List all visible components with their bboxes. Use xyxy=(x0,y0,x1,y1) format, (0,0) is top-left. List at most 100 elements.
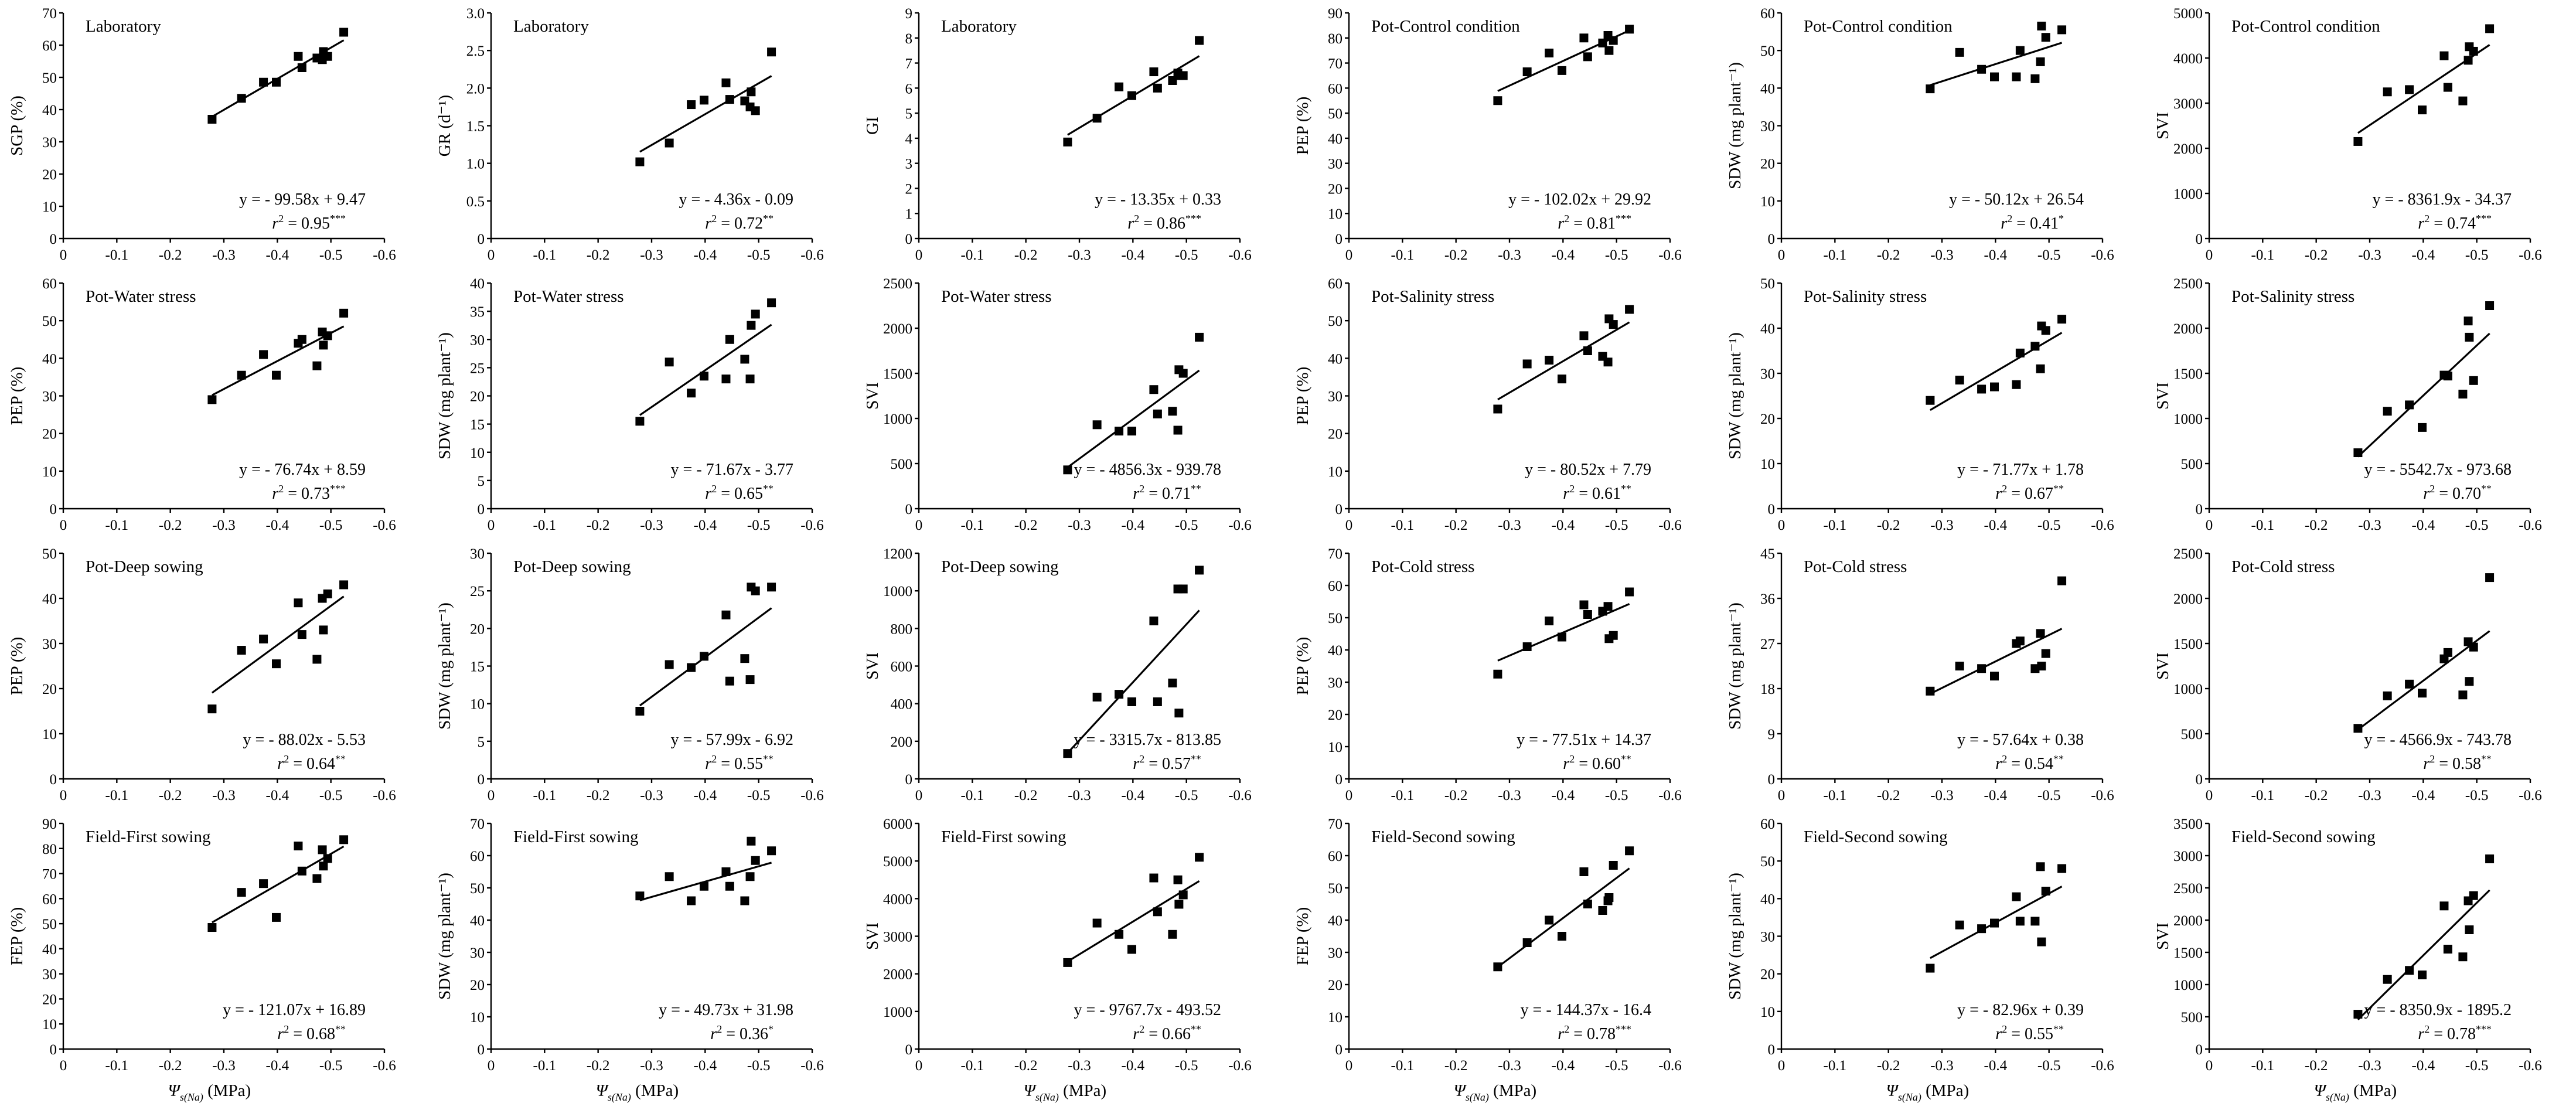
data-point xyxy=(1522,938,1532,947)
data-point xyxy=(2405,679,2414,689)
x-tick-label: -0.5 xyxy=(747,247,771,263)
y-tick-label: 50 xyxy=(470,881,485,897)
y-tick-label: 1200 xyxy=(883,546,912,562)
y-tick-label: 4000 xyxy=(883,891,912,907)
panel-2-2: 0 5 10 15 20 25 30 35 40 0 -0.1 -0.2 -0.3 -0.4 -0.5 -0.… xyxy=(435,276,824,533)
data-point xyxy=(2030,74,2040,83)
y-tick-label: 60 xyxy=(1328,81,1342,97)
y-tick-label: 15 xyxy=(470,417,485,433)
y-tick-label: 0 xyxy=(1335,1042,1343,1058)
data-point xyxy=(297,866,306,876)
x-tick-label: -0.3 xyxy=(2358,247,2381,263)
data-point xyxy=(1115,929,1124,939)
data-point xyxy=(1579,331,1589,341)
data-point xyxy=(2057,576,2067,585)
data-point xyxy=(1926,963,1935,973)
data-point xyxy=(635,417,645,426)
x-tick-label: -0.2 xyxy=(1014,517,1038,533)
panel-title: Pot-Control condition xyxy=(1371,17,1520,36)
y-tick-label: 90 xyxy=(42,816,57,832)
x-tick-label: -0.3 xyxy=(640,1058,663,1074)
data-point xyxy=(725,676,734,686)
data-point xyxy=(751,106,760,115)
x-tick-label: 0 xyxy=(60,1058,67,1074)
y-axis-label: SVI xyxy=(863,922,882,950)
data-point xyxy=(2463,316,2473,326)
regression-equation: y = - 4856.3x - 939.78 xyxy=(1074,461,1221,479)
y-tick-label: 0 xyxy=(2196,231,2203,247)
y-tick-label: 2500 xyxy=(2173,546,2203,562)
panel-title: Pot-Control condition xyxy=(2231,17,2380,36)
x-tick-label: -0.4 xyxy=(2412,517,2435,533)
data-point xyxy=(319,625,328,635)
regression-equation: y = - 99.58x + 9.47 xyxy=(239,190,366,209)
x-tick-label: -0.3 xyxy=(1068,1058,1091,1074)
data-point xyxy=(2443,83,2452,92)
r-squared-label: r2 = 0.73*** xyxy=(272,483,346,503)
data-point xyxy=(1545,48,1554,57)
data-point xyxy=(1609,861,1618,870)
data-point xyxy=(721,78,731,87)
y-tick-label: 50 xyxy=(42,70,57,86)
data-point xyxy=(747,87,756,97)
data-point xyxy=(2036,862,2045,871)
x-tick-label: 0 xyxy=(488,1058,495,1074)
panel-title: Pot-Salinity stress xyxy=(1804,287,1927,306)
y-tick-label: 2000 xyxy=(883,321,912,337)
x-tick-label: -0.6 xyxy=(373,788,396,803)
x-tick-label: -0.2 xyxy=(159,1058,182,1074)
x-tick-label: -0.2 xyxy=(2305,517,2328,533)
data-point xyxy=(687,100,696,110)
x-tick-label: 0 xyxy=(1345,788,1353,803)
data-point xyxy=(1598,38,1607,47)
data-point xyxy=(319,341,328,350)
data-point xyxy=(1092,918,1102,928)
panel-3-5: 0 9 18 27 36 45 0 -0.1 -0.2 -0.3 -0.4 -0.5 -0.6 Pot-C… xyxy=(1726,546,2114,803)
x-tick-label: -0.4 xyxy=(2412,247,2435,263)
y-tick-label: 30 xyxy=(1328,156,1342,172)
data-point xyxy=(312,655,322,664)
data-point xyxy=(2015,348,2025,357)
panel-4-5: 0 10 20 30 40 50 60 0 -0.1 -0.2 -0.3 -0.4 -0.5 -0.6 Fi… xyxy=(1726,816,2114,1104)
data-point xyxy=(294,842,303,850)
data-point xyxy=(1977,64,1986,74)
data-point xyxy=(2469,891,2478,900)
panel-title: Laboratory xyxy=(941,17,1017,36)
y-tick-label: 0 xyxy=(2196,502,2203,517)
y-tick-label: 0 xyxy=(1335,772,1343,788)
data-point xyxy=(1926,84,1935,94)
data-point xyxy=(2458,96,2468,105)
y-tick-label: 20 xyxy=(1760,411,1775,427)
x-tick-label: 0 xyxy=(1778,247,1786,263)
regression-line xyxy=(211,595,345,694)
y-axis-label: GI xyxy=(863,117,882,135)
y-tick-label: 35 xyxy=(470,304,485,320)
y-axis-label: FEP (%) xyxy=(1293,907,1312,966)
data-point xyxy=(1092,420,1102,430)
r-squared-label: r2 = 0.54** xyxy=(1995,753,2064,773)
data-point xyxy=(767,298,776,308)
x-tick-label: -0.1 xyxy=(533,247,557,263)
y-tick-label: 3.0 xyxy=(466,6,485,22)
x-tick-label: -0.6 xyxy=(1658,1058,1682,1074)
panel-title: Field-First sowing xyxy=(86,828,211,846)
data-point xyxy=(2418,105,2427,115)
data-point xyxy=(259,350,268,359)
y-tick-label: 2000 xyxy=(2173,913,2203,929)
data-point xyxy=(1926,686,1935,696)
data-point xyxy=(751,309,760,319)
x-tick-label: 0 xyxy=(915,517,923,533)
regression-equation: y = - 3315.7x - 813.85 xyxy=(1074,731,1221,749)
x-tick-label: -0.1 xyxy=(2251,1058,2275,1074)
regression-equation: y = - 76.74x + 8.59 xyxy=(239,461,366,479)
y-tick-label: 50 xyxy=(42,546,57,562)
r-squared-label: r2 = 0.55** xyxy=(705,753,774,773)
panel-1-2: 0 0.5 1.0 1.5 2.0 2.5 3.0 0 -0.1 -0.2 -0.3 -0.4 -0.5… xyxy=(435,6,824,263)
panel-title: Field-Second sowing xyxy=(1804,828,1948,846)
y-axis-label: SDW (mg plant⁻¹) xyxy=(1726,62,1744,189)
data-point xyxy=(725,95,734,104)
x-tick-label: -0.3 xyxy=(1068,517,1091,533)
data-point xyxy=(2353,137,2363,146)
x-tick-label: -0.3 xyxy=(1930,247,1954,263)
y-tick-label: 30 xyxy=(470,332,485,348)
